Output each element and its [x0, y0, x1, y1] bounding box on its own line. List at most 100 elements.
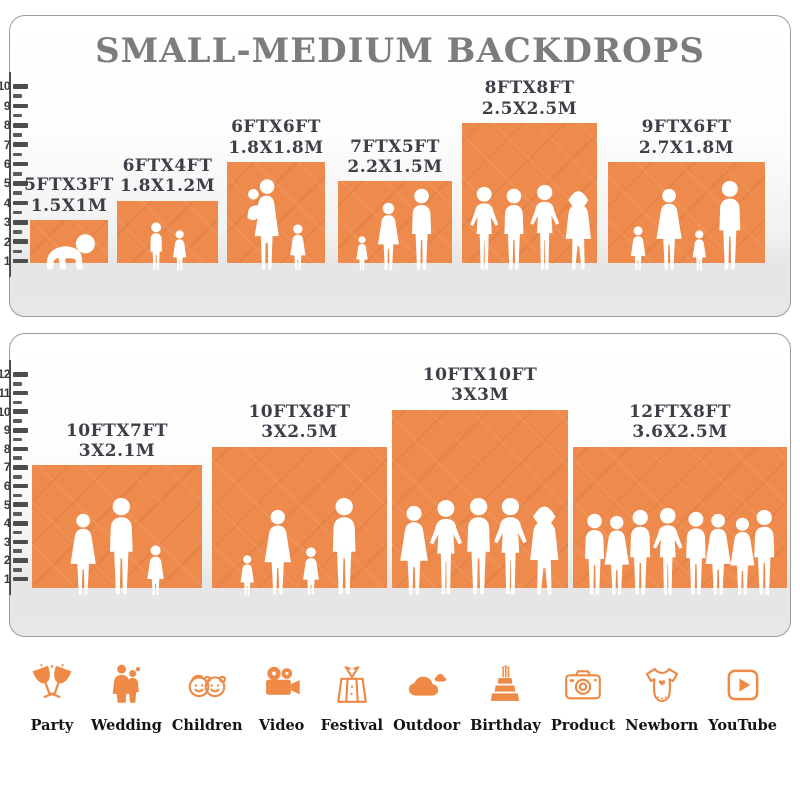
- backdrop-size-label: 7FTX5FT 2.2X1.5M: [347, 137, 442, 178]
- backdrop-size-label: 5FTX3FT 1.5X1M: [24, 175, 114, 216]
- ruler-tick-major: [13, 258, 28, 264]
- man-silhouette: [104, 497, 139, 597]
- children-icon: [184, 662, 230, 708]
- ruler-tick-major: [13, 483, 28, 489]
- size-meters-label: 3.6X2.5M: [632, 422, 728, 443]
- ruler-tick-minor: [13, 230, 22, 234]
- ruler-tick-label: 8: [3, 118, 11, 133]
- backdrop-size-label: 6FTX4FT 1.8X1.2M: [120, 156, 215, 197]
- size-feet-label: 12FTX8FT: [628, 402, 732, 423]
- size-feet-label: 10FTX10FT: [422, 364, 538, 385]
- ruler-axis-line: [9, 360, 11, 595]
- people-silhouette-group: [580, 507, 780, 597]
- woman-silhouette: [653, 188, 685, 272]
- backdrop-bar: 5FTX3FT 1.5X1M: [24, 175, 113, 263]
- ruler-tick-label: 6: [3, 479, 11, 493]
- ruler-tick-minor: [13, 437, 22, 442]
- size-feet-label: 10FTX7FT: [65, 420, 169, 441]
- ruler-tick-label: 3: [3, 215, 11, 230]
- backdrop-bar: 12FTX8FT 3.6X2.5M: [573, 402, 787, 588]
- category-row: Party Wedding Children Video Festival Outdoor…: [9, 662, 791, 734]
- party-icon: [29, 662, 75, 708]
- girl-silhouette: [627, 226, 647, 272]
- baby-silhouette: [40, 232, 98, 272]
- ruler-tick-minor: [13, 172, 22, 176]
- size-feet-label: 8FTX8FT: [484, 78, 575, 99]
- ruler-tick-major: [13, 84, 28, 89]
- wedding-icon: [103, 662, 149, 708]
- page-title: SMALL-MEDIUM BACKDROPS: [95, 31, 705, 71]
- ruler-tick-label: 12: [0, 367, 11, 382]
- backdrop-bar: 10FTX10FT 3X3M: [392, 365, 568, 588]
- backdrop-size-label: 10FTX8FT 3X2.5M: [248, 402, 350, 443]
- ruler-tick-label: 2: [3, 234, 11, 249]
- people-silhouette-group: [237, 497, 361, 597]
- size-meters-label: 2.5X2.5M: [481, 98, 578, 119]
- newborn-icon: [639, 662, 685, 708]
- size-meters-label: 2.2X1.5M: [347, 157, 443, 178]
- ruler-tick-major: [13, 103, 28, 109]
- ruler-tick-minor: [13, 549, 22, 553]
- boy-silhouette: [146, 222, 166, 272]
- ruler-tick-label: 5: [3, 176, 11, 191]
- size-feet-label: 6FTX4FT: [122, 156, 213, 177]
- ruler-tick-minor: [13, 210, 22, 215]
- womanpose-silhouette: [561, 188, 595, 272]
- ruler-tick-major: [13, 409, 28, 414]
- category-label: Video: [258, 717, 305, 734]
- people-silhouette-group: [464, 184, 595, 272]
- ruler-tick-label: 9: [3, 98, 11, 113]
- category-label: Party: [30, 717, 74, 734]
- woman-silhouette: [67, 513, 99, 597]
- category-item: Children: [172, 662, 243, 734]
- size-meters-label: 1.8X1.8M: [228, 137, 324, 158]
- category-label: Outdoor: [393, 717, 461, 734]
- girl-silhouette: [300, 547, 322, 597]
- ruler-tick-major: [13, 428, 28, 433]
- girl-silhouette: [237, 555, 256, 597]
- backdrop-bar: 10FTX8FT 3X2.5M: [212, 402, 387, 588]
- size-feet-label: 5FTX3FT: [24, 175, 114, 196]
- woman-silhouette: [375, 202, 402, 272]
- ruler-axis-line: [9, 72, 11, 277]
- category-label: Children: [171, 717, 243, 734]
- ruler-tick-major: [13, 502, 28, 507]
- category-label: Birthday: [470, 717, 541, 734]
- people-silhouette-group: [40, 232, 98, 272]
- size-meters-label: 3X2.1M: [78, 441, 156, 462]
- people-silhouette-group: [396, 497, 563, 597]
- panel-large-backdrops: 1 2 3 4 5 6 7 8 9 10 11 12 10FTX7FT 3X2.1M 10FTX8FT 3X2…: [0, 333, 791, 637]
- category-label: Product: [550, 717, 616, 734]
- ruler-tick-minor: [13, 191, 22, 195]
- ruler-tick-minor: [13, 400, 22, 405]
- birthday-icon: [482, 662, 528, 708]
- people-silhouette-group: [67, 497, 167, 597]
- category-item: Product: [551, 662, 615, 734]
- festival-icon: [329, 662, 375, 708]
- girl-silhouette: [288, 224, 309, 272]
- girl-silhouette: [144, 545, 167, 597]
- girl-silhouette: [354, 236, 370, 272]
- backdrop-size-label: 8FTX8FT 2.5X2.5M: [482, 78, 577, 119]
- man-silhouette: [407, 188, 436, 272]
- ruler-tick-major: [13, 142, 28, 147]
- backdrop-bar: 7FTX5FT 2.2X1.5M: [338, 137, 452, 263]
- ruler-tick-label: 7: [3, 137, 11, 152]
- ruler-tick-major: [13, 220, 28, 225]
- backdrop-size-label: 6FTX6FT 1.8X1.8M: [228, 117, 323, 158]
- ruler-tick-minor: [13, 475, 22, 479]
- backdrop-bar: 9FTX6FT 2.7X1.8M: [608, 117, 765, 263]
- category-label: Wedding: [91, 717, 162, 734]
- people-silhouette-group: [146, 222, 189, 272]
- ruler-tick-major: [13, 200, 28, 206]
- ruler-tick-label: 1: [3, 254, 11, 268]
- ruler-tick-major: [13, 390, 28, 396]
- size-meters-label: 2.7X1.8M: [638, 137, 735, 158]
- backdrop-bar: 10FTX7FT 3X2.1M: [32, 421, 202, 588]
- man-silhouette: [749, 509, 780, 597]
- ruler-tick-label: 6: [3, 157, 11, 171]
- ruler-tick-label: 5: [3, 497, 11, 512]
- ruler-tick-minor: [13, 133, 22, 137]
- ruler-tick-label: 1: [3, 572, 11, 586]
